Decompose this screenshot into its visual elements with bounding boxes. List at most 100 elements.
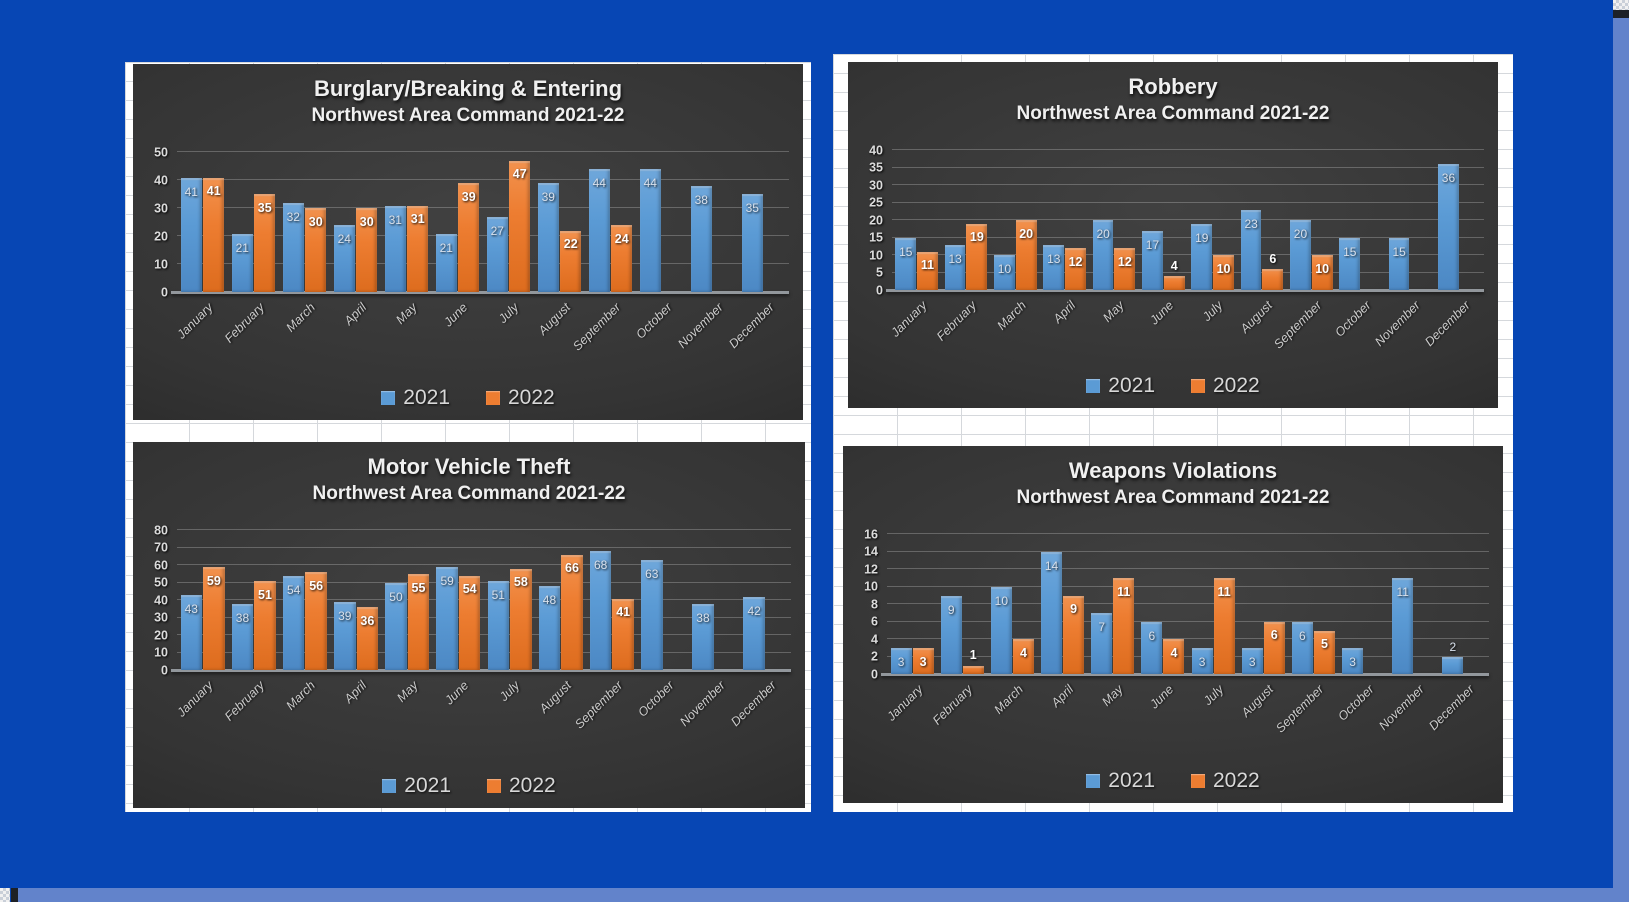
bar-2022-january[interactable]: [917, 251, 938, 291]
bar-2022-september[interactable]: [1311, 255, 1333, 291]
legend-item-2021[interactable]: 2021: [381, 386, 450, 410]
bar-2022-april[interactable]: [356, 607, 379, 671]
bar-2022-january[interactable]: [203, 177, 225, 293]
bar-2022-august[interactable]: [560, 230, 582, 293]
bar-2021-january[interactable]: [890, 648, 912, 675]
bar-2022-july[interactable]: [1213, 255, 1234, 291]
bar-2022-february[interactable]: [254, 581, 276, 671]
bar-2021-november[interactable]: [690, 185, 712, 293]
bar-2022-may[interactable]: [1114, 248, 1136, 291]
bar-2022-january[interactable]: [203, 567, 225, 671]
bar-2022-august[interactable]: [1263, 621, 1285, 675]
bar-2021-june[interactable]: [435, 233, 457, 293]
bar-2021-june[interactable]: [1141, 621, 1163, 675]
bar-2022-june[interactable]: [458, 575, 481, 671]
bar-2022-july[interactable]: [509, 160, 531, 293]
bar-2022-april[interactable]: [1065, 248, 1086, 291]
bar-2021-november[interactable]: [1392, 578, 1414, 675]
bar-2022-july[interactable]: [1213, 578, 1235, 675]
bar-2022-february[interactable]: [254, 194, 276, 293]
bar-2022-march[interactable]: [1012, 639, 1034, 675]
bar-2021-october[interactable]: [641, 560, 663, 671]
split-grip-bottom-left[interactable]: [0, 888, 10, 902]
chart-motor-vehicle-theft[interactable]: Motor Vehicle Theft Northwest Area Comman…: [133, 442, 805, 808]
bar-2021-march[interactable]: [282, 202, 304, 293]
bar-2021-january[interactable]: [895, 237, 917, 291]
bar-2022-july[interactable]: [510, 568, 532, 671]
bar-2021-december[interactable]: [1442, 656, 1464, 675]
bar-2021-november[interactable]: [1388, 237, 1410, 291]
legend-item-2022[interactable]: 2022: [1191, 769, 1260, 793]
bar-2021-september[interactable]: [1290, 220, 1311, 291]
bar-2021-august[interactable]: [537, 183, 559, 293]
bar-2021-august[interactable]: [1241, 648, 1263, 675]
bar-2021-june[interactable]: [436, 567, 458, 671]
bar-2022-march[interactable]: [305, 572, 327, 671]
bar-2021-january[interactable]: [180, 595, 203, 671]
bar-2021-may[interactable]: [1092, 220, 1114, 291]
bar-2021-august[interactable]: [538, 586, 561, 671]
bar-2021-may[interactable]: [384, 205, 406, 293]
legend-item-2022[interactable]: 2022: [487, 774, 556, 798]
bar-2021-june[interactable]: [1142, 230, 1163, 291]
split-grip-top-right[interactable]: [1613, 0, 1629, 10]
bar-2021-december[interactable]: [1438, 164, 1459, 291]
bar-2021-may[interactable]: [385, 582, 407, 671]
bar-2022-february[interactable]: [966, 223, 988, 291]
legend-item-2021[interactable]: 2021: [1086, 769, 1155, 793]
bar-2021-april[interactable]: [1041, 551, 1063, 675]
bar-2022-may[interactable]: [1113, 578, 1135, 675]
bar-2022-september[interactable]: [611, 225, 633, 293]
chart-robbery[interactable]: Robbery Northwest Area Command 2021-22 0 5 1…: [848, 62, 1498, 408]
bar-2021-september[interactable]: [588, 169, 610, 293]
bar-2022-january[interactable]: [912, 648, 934, 675]
bar-2021-september[interactable]: [589, 551, 612, 671]
bar-2021-february[interactable]: [940, 595, 962, 675]
bar-2022-april[interactable]: [356, 208, 378, 293]
bar-2021-july[interactable]: [486, 216, 508, 293]
horizontal-scrollbar[interactable]: [18, 888, 1629, 902]
bar-2022-june[interactable]: [1163, 276, 1185, 291]
bar-2021-july[interactable]: [487, 581, 510, 671]
bar-2022-september[interactable]: [1313, 630, 1335, 675]
bar-2021-february[interactable]: [231, 233, 253, 293]
bar-2022-september[interactable]: [612, 598, 634, 671]
bar-2022-august[interactable]: [1262, 269, 1284, 291]
bar-2021-july[interactable]: [1191, 648, 1213, 675]
bar-2022-may[interactable]: [407, 574, 430, 671]
vertical-scrollbar[interactable]: [1613, 18, 1629, 902]
bar-2021-october[interactable]: [1342, 648, 1364, 675]
bar-2021-november[interactable]: [692, 603, 714, 671]
bar-2022-april[interactable]: [1063, 595, 1085, 675]
bar-2022-august[interactable]: [561, 554, 583, 671]
legend-item-2021[interactable]: 2021: [1086, 374, 1155, 398]
legend-item-2022[interactable]: 2022: [486, 386, 555, 410]
bar-2022-june[interactable]: [458, 183, 480, 293]
bar-2021-september[interactable]: [1291, 621, 1313, 675]
bar-2021-february[interactable]: [231, 603, 254, 671]
bar-2022-june[interactable]: [1163, 639, 1185, 675]
bar-2021-july[interactable]: [1191, 223, 1213, 291]
bar-2021-august[interactable]: [1240, 209, 1262, 291]
bar-2021-december[interactable]: [743, 596, 765, 671]
legend-item-2022[interactable]: 2022: [1191, 374, 1260, 398]
bar-2021-october[interactable]: [639, 169, 661, 293]
chart-weapons-violations[interactable]: Weapons Violations Northwest Area Command…: [843, 446, 1503, 803]
chart-burglary-breaking-entering[interactable]: Burglary/Breaking & Entering Northwest Ar…: [133, 64, 803, 420]
bar-2022-may[interactable]: [407, 205, 429, 293]
bar-2022-march[interactable]: [1015, 220, 1037, 291]
bar-2021-march[interactable]: [994, 255, 1015, 291]
bar-2021-march[interactable]: [990, 586, 1012, 675]
bar-2021-april[interactable]: [333, 225, 355, 293]
bar-2022-february[interactable]: [962, 665, 984, 675]
bar-2021-december[interactable]: [741, 194, 763, 293]
bar-2021-april[interactable]: [334, 602, 356, 671]
bar-2021-october[interactable]: [1339, 237, 1361, 291]
bar-2022-march[interactable]: [305, 208, 327, 293]
bar-2021-february[interactable]: [944, 244, 966, 291]
bar-2021-april[interactable]: [1043, 244, 1065, 291]
bar-2021-january[interactable]: [180, 177, 202, 293]
bar-2021-may[interactable]: [1091, 613, 1113, 675]
legend-item-2021[interactable]: 2021: [382, 774, 451, 798]
bar-2021-march[interactable]: [282, 575, 305, 671]
